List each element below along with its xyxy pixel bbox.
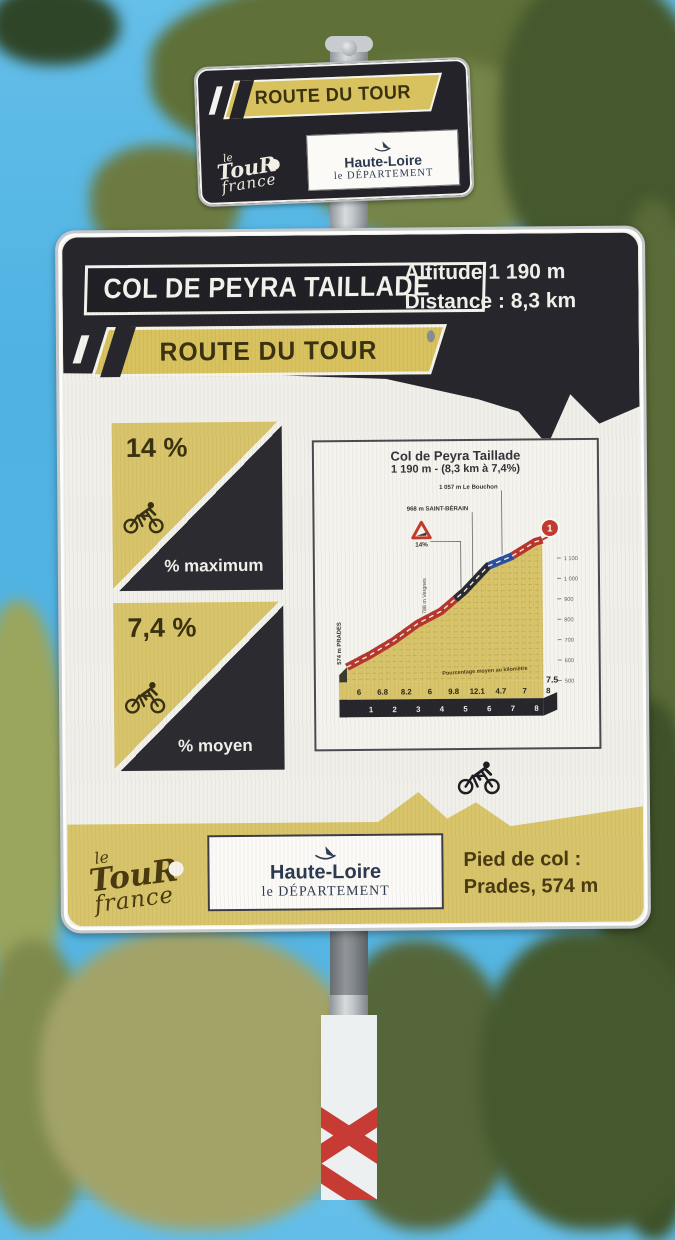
max-gradient-value: 14 % [126, 432, 188, 464]
km-marker: 7 [511, 704, 515, 713]
elevation-tick: 800 [564, 617, 573, 623]
sign-footer: le TouR france Haute-Loire le DÉPARTEMEN… [67, 787, 644, 926]
start-elevation-label: 574 m PRADES [337, 622, 343, 665]
pole-shadow [330, 925, 368, 995]
profile-callout: 1 057 m Le Bouchon [439, 485, 498, 492]
tour-de-france-logo: le TouR france [214, 145, 279, 195]
gradient-value: 8.2 [401, 687, 413, 696]
km-marker: 4 [440, 705, 445, 714]
avg-gradient-value: 7,4 % [127, 612, 196, 644]
km-marker: 3 [416, 705, 421, 714]
department-subtitle: le DÉPARTEMENT [334, 167, 434, 182]
gradient-value: 9.8 [448, 687, 460, 696]
cyclist-icon [122, 679, 168, 715]
km-marker: 5 [463, 704, 468, 713]
final-gradient-value: 7.5 [546, 674, 558, 684]
haute-loire-plate: Haute-Loire le DÉPARTEMENT [306, 129, 460, 191]
profile-callout: 968 m SAINT-BÉRAIN [407, 504, 469, 513]
climb-profile-panel: Col de Peyra Taillade 1 190 m - (8,3 km … [312, 438, 602, 751]
elevation-tick: 600 [565, 658, 574, 664]
km-marker: 2 [392, 705, 397, 714]
elevation-tick: 1 000 [564, 576, 578, 582]
tree-foliage [480, 930, 675, 1230]
tour-logo-wheel-icon [268, 158, 281, 171]
distance-line: Distance : 8,3 km [404, 286, 576, 317]
tour-de-france-logo: le TouR france [86, 842, 183, 918]
warning-gradient-label: 14% [415, 541, 428, 548]
cyclist-icon [120, 499, 166, 535]
department-name: Haute-Loire [270, 860, 381, 884]
haute-loire-bird-icon [372, 140, 392, 154]
route-banner-label: ROUTE DU TOUR [254, 82, 411, 110]
gradient-value: 4.7 [495, 687, 506, 696]
haute-loire-plate: Haute-Loire le DÉPARTEMENT [207, 833, 444, 911]
chart-subtitle: 1 190 m - (8,3 km à 7,4%) [314, 462, 597, 476]
col-info-sign: COL DE PEYRA TAILLADE ROUTE DU TOUR Alti… [55, 225, 651, 933]
elevation-tick: 700 [564, 638, 573, 644]
route-du-tour-small-sign: ROUTE DU TOUR le TouR france Haute-Loire… [193, 57, 474, 207]
foot-of-climb-block: Pied de col : Prades, 574 m [463, 846, 598, 901]
max-gradient-label: % maximum [113, 556, 273, 577]
category-badge-number: 1 [547, 523, 553, 534]
altitude-distance-block: Altitude 1 190 m Distance : 8,3 km [404, 257, 576, 317]
haute-loire-bird-icon [312, 845, 338, 861]
gradient-value: 12.1 [470, 687, 486, 696]
altitude-line: Altitude 1 190 m [404, 257, 576, 288]
gradient-value: 8 [546, 686, 551, 695]
gradient-value: 7 [522, 686, 526, 695]
department-subtitle: le DÉPARTEMENT [262, 883, 390, 900]
pole-bolt [341, 40, 357, 56]
gradient-value: 6 [428, 687, 433, 696]
elevation-tick: 500 [565, 679, 574, 685]
banner-tick-mark [209, 86, 223, 115]
foot-value: Prades, 574 m [464, 873, 599, 901]
gradient-band [339, 681, 543, 700]
red-stripe [321, 1161, 377, 1200]
km-marker: 1 [369, 705, 374, 714]
photo-scene: { "top_sign": { "banner": "ROUTE DU TOUR… [0, 0, 675, 1200]
km-marker: 6 [487, 704, 492, 713]
route-banner: ROUTE DU TOUR [223, 73, 442, 119]
avg-gradient-label: % moyen [114, 736, 274, 757]
foot-label: Pied de col : [463, 846, 598, 874]
elevation-tick: 1 100 [564, 556, 578, 562]
gradient-value: 6.8 [377, 688, 389, 697]
col-title: COL DE PEYRA TAILLADE [103, 270, 431, 305]
km-marker: 8 [534, 704, 539, 713]
avg-gradient-box: 7,4 % % moyen [113, 602, 284, 771]
gradient-value: 6 [357, 688, 362, 697]
cyclist-icon [455, 758, 503, 796]
tree-foliage [0, 0, 120, 65]
route-banner: ROUTE DU TOUR [91, 324, 447, 377]
rivet [427, 330, 435, 342]
mid-elevation-label: 788 m Vergnes [422, 578, 428, 614]
max-gradient-box: 14 % % maximum [112, 422, 283, 591]
elevation-tick: 900 [564, 597, 573, 603]
pole-base-marker [321, 1015, 377, 1200]
route-banner-label: ROUTE DU TOUR [160, 334, 378, 367]
